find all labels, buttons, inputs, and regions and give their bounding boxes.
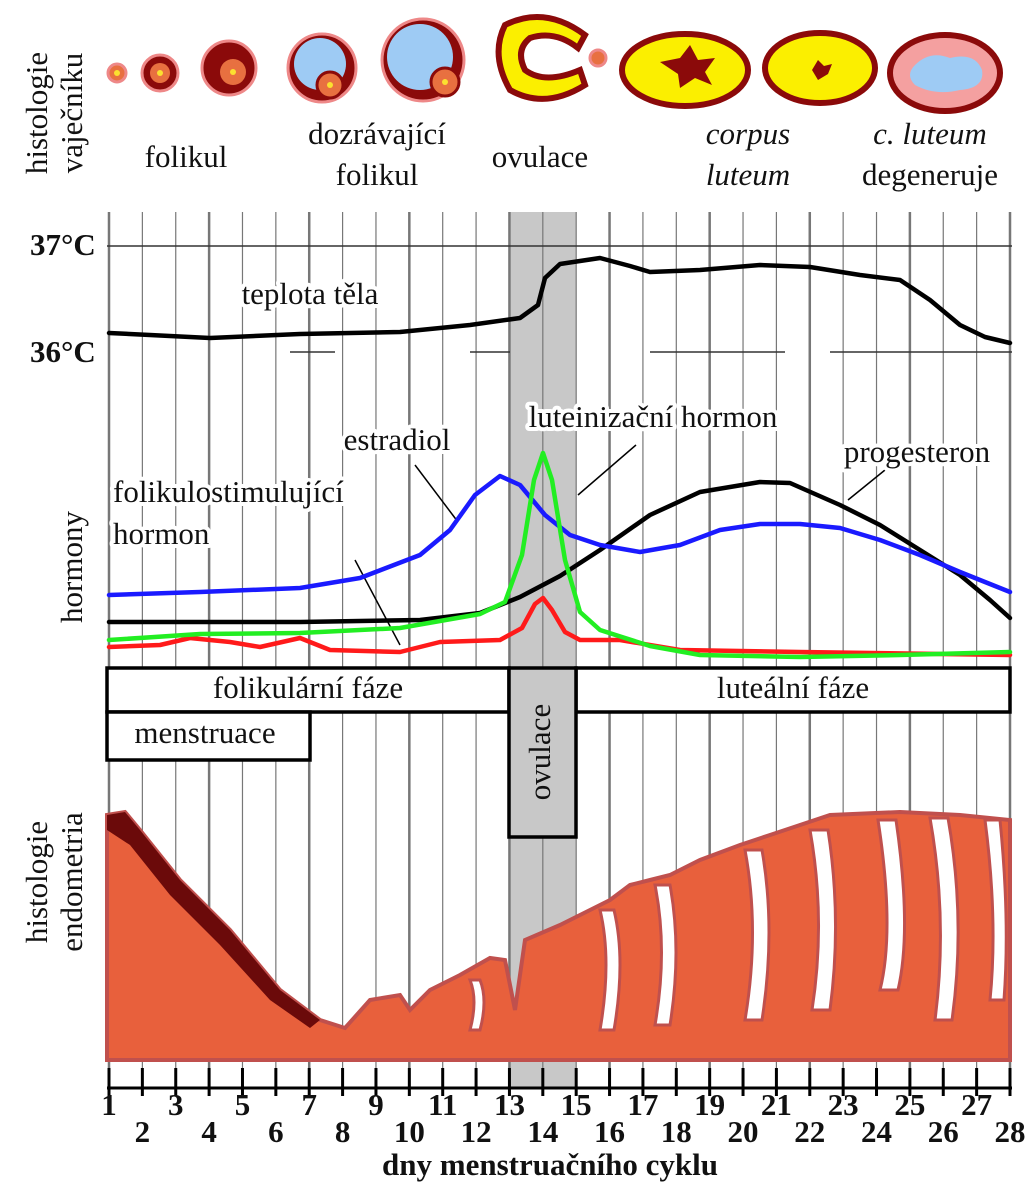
ovary-icons: [108, 17, 1000, 111]
day-label: 17: [627, 1087, 658, 1122]
day-label: 4: [201, 1114, 217, 1149]
day-label: 15: [561, 1087, 592, 1122]
follicular-label: folikulární fáze: [213, 670, 403, 705]
stage-label: c. luteum: [873, 116, 987, 151]
day-label: 13: [494, 1087, 525, 1122]
day-label: 26: [928, 1114, 959, 1149]
day-label: 6: [268, 1114, 284, 1149]
released-oocyte: [590, 50, 606, 66]
x-axis-label: dny menstruačního cyklu: [382, 1147, 718, 1182]
temp-tick: 36°C: [30, 334, 96, 369]
body: histologie vaječníku folikul dozrávající…: [0, 0, 1025, 1190]
day-label: 19: [694, 1087, 725, 1122]
day-label: 5: [235, 1087, 251, 1122]
day-labels: 1234567891011121314151617181920212223242…: [101, 1087, 1025, 1149]
day-label: 20: [728, 1114, 759, 1149]
day-label: 18: [661, 1114, 692, 1149]
day-label: 11: [428, 1087, 457, 1122]
endometrium-label: histologie: [19, 821, 54, 943]
day-label: 14: [527, 1114, 558, 1149]
endometrium-label: endometria: [54, 812, 89, 952]
day-label: 8: [335, 1114, 351, 1149]
day-label: 24: [861, 1114, 892, 1149]
day-label: 7: [301, 1087, 317, 1122]
stage-label: folikul: [145, 139, 228, 174]
day-label: 27: [961, 1087, 992, 1122]
hormones-label: hormony: [54, 511, 89, 623]
day-label: 3: [168, 1087, 184, 1122]
stage-label: folikul: [336, 157, 419, 192]
ovary-label: vaječníku: [54, 53, 89, 174]
pointer: [415, 465, 458, 522]
day-label: 9: [368, 1087, 384, 1122]
stage-label: dozrávající: [308, 116, 446, 151]
day-label: 23: [828, 1087, 859, 1122]
fsh-label: folikulostimulující: [113, 474, 344, 509]
day-label: 2: [135, 1114, 151, 1149]
stage-label: corpus: [706, 116, 790, 151]
oocyte-core: [157, 70, 163, 76]
stage-label: degeneruje: [862, 157, 998, 192]
day-label: 10: [394, 1114, 425, 1149]
day-label: 28: [995, 1114, 1025, 1149]
luteal-label: luteální fáze: [717, 670, 869, 705]
ruptured-follicle: [499, 17, 585, 99]
cavity: [910, 55, 982, 92]
lh-label: luteinizační hormon: [529, 399, 778, 434]
stage-label: ovulace: [492, 139, 588, 174]
pointer: [578, 445, 636, 495]
temp-tick: 37°C: [30, 227, 96, 262]
day-label: 12: [461, 1114, 492, 1149]
estradiol-label: estradiol: [344, 422, 451, 457]
day-label: 25: [894, 1087, 925, 1122]
progesterone-label: progesteron: [844, 434, 991, 469]
day-label: 22: [794, 1114, 825, 1149]
day-label: 21: [761, 1087, 792, 1122]
oocyte-core: [442, 79, 448, 85]
ovary-label: histologie: [19, 52, 54, 174]
temperature-label: teplota těla: [242, 276, 379, 311]
diagram: histologie vaječníku folikul dozrávající…: [0, 0, 1025, 1190]
oocyte: [114, 70, 120, 76]
day-label: 16: [594, 1114, 625, 1149]
stage-label: luteum: [706, 157, 790, 192]
pointer: [848, 470, 885, 500]
menstruation-label: menstruace: [134, 715, 275, 750]
ovulation-label: ovulace: [522, 704, 557, 800]
page: Menstruační cyklus { "ovary_histology": …: [0, 0, 1025, 1190]
oocyte-core: [327, 82, 333, 88]
day-label: 1: [101, 1087, 117, 1122]
oocyte-core: [230, 69, 236, 75]
fsh-label: hormon: [113, 516, 210, 551]
